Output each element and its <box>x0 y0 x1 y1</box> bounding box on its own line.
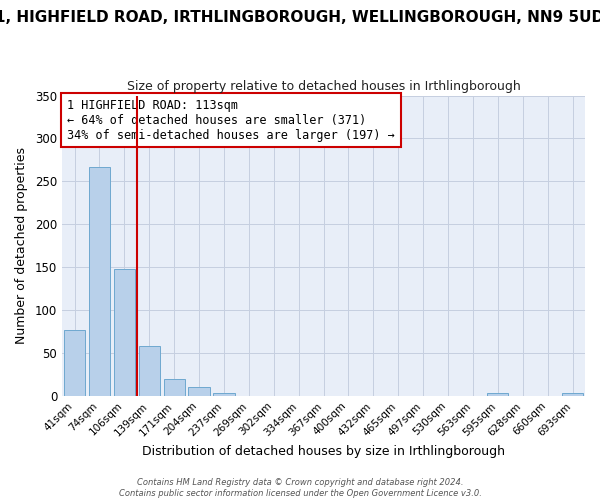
Bar <box>139 346 160 396</box>
X-axis label: Distribution of detached houses by size in Irthlingborough: Distribution of detached houses by size … <box>142 444 505 458</box>
Bar <box>487 394 508 396</box>
Title: Size of property relative to detached houses in Irthlingborough: Size of property relative to detached ho… <box>127 80 520 93</box>
Text: 1 HIGHFIELD ROAD: 113sqm
← 64% of detached houses are smaller (371)
34% of semi-: 1 HIGHFIELD ROAD: 113sqm ← 64% of detach… <box>67 98 395 142</box>
Text: 1, HIGHFIELD ROAD, IRTHLINGBOROUGH, WELLINGBOROUGH, NN9 5UD: 1, HIGHFIELD ROAD, IRTHLINGBOROUGH, WELL… <box>0 10 600 25</box>
Bar <box>188 388 209 396</box>
Bar <box>64 330 85 396</box>
Bar <box>114 269 135 396</box>
Bar <box>89 167 110 396</box>
Text: Contains HM Land Registry data © Crown copyright and database right 2024.
Contai: Contains HM Land Registry data © Crown c… <box>119 478 481 498</box>
Y-axis label: Number of detached properties: Number of detached properties <box>15 147 28 344</box>
Bar <box>164 378 185 396</box>
Bar <box>214 394 235 396</box>
Bar <box>562 394 583 396</box>
